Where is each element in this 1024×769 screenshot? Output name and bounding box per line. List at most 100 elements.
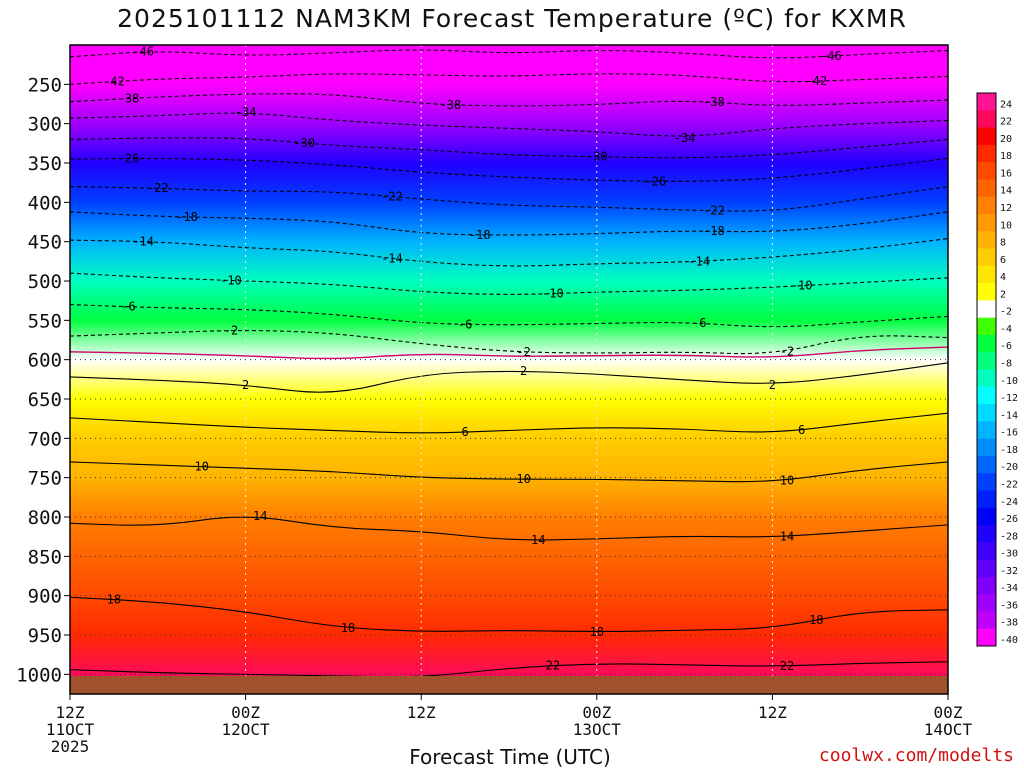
contour-line <box>70 661 948 676</box>
colorbar-swatch <box>977 421 996 440</box>
contour-label: 10 <box>516 472 530 486</box>
y-tick-label: 550 <box>28 310 62 332</box>
y-tick-label: 900 <box>28 586 62 608</box>
contour-label: -30 <box>586 150 608 164</box>
contour-label: -38 <box>440 98 462 112</box>
contour-label: -18 <box>703 224 725 238</box>
contour-label: 18 <box>590 625 604 639</box>
y-tick-label: 800 <box>28 507 62 529</box>
contour-label: 22 <box>780 659 794 673</box>
contour-line <box>70 304 948 328</box>
contour-label: -2 <box>780 345 794 359</box>
colorbar-label: -14 <box>1000 410 1018 421</box>
colorbar-label: 14 <box>1000 186 1012 197</box>
y-tick-label: 500 <box>28 271 62 293</box>
colorbar-swatch <box>977 507 996 526</box>
x-tick-label: 00Z <box>582 703 611 722</box>
colorbar-swatch <box>977 248 996 267</box>
contour-label: -42 <box>103 75 125 89</box>
contour-label: -2 <box>516 345 530 359</box>
contour-label: 6 <box>461 425 468 439</box>
y-tick-label: 1000 <box>16 664 62 686</box>
colorbar-swatch <box>977 369 996 388</box>
colorbar-label: -18 <box>1000 445 1018 456</box>
chart-title: 2025101112 NAM3KM Forecast Temperature (… <box>117 4 907 33</box>
colorbar-label: 10 <box>1000 220 1012 231</box>
colorbar-swatch <box>977 386 996 405</box>
contour-label: -18 <box>469 228 491 242</box>
colorbar-swatch <box>977 334 996 353</box>
contour-label: -10 <box>220 273 242 287</box>
colorbar-label: -10 <box>1000 376 1018 387</box>
y-tick-label: 750 <box>28 468 62 490</box>
contour-label: 18 <box>341 621 355 635</box>
colorbar-swatch <box>977 628 996 647</box>
x-tick-label: 12OCT <box>222 720 271 739</box>
colorbar-label: -12 <box>1000 393 1018 404</box>
x-tick-label: 12Z <box>407 703 436 722</box>
x-tick-label: 13OCT <box>573 720 622 739</box>
x-tick-label: 12Z <box>56 703 85 722</box>
y-tick-label: 650 <box>28 389 62 411</box>
credit-link[interactable]: coolwx.com/modelts <box>818 745 1014 766</box>
colorbar-swatch <box>977 559 996 578</box>
contour-label: 2 <box>769 378 776 392</box>
colorbar-label: -24 <box>1000 497 1018 508</box>
y-tick-label: 950 <box>28 625 62 647</box>
contour-label: -22 <box>703 204 725 218</box>
colorbar-label: -32 <box>1000 566 1018 577</box>
colorbar-label: -20 <box>1000 462 1018 473</box>
colorbar-label: 24 <box>1000 99 1012 110</box>
contour-label: 14 <box>253 509 267 523</box>
x-tick-label: 11OCT <box>46 720 95 739</box>
contour-label: -10 <box>542 287 564 301</box>
contour-line <box>70 346 948 360</box>
contour-label: -6 <box>121 300 135 314</box>
contour-label: -6 <box>458 317 472 331</box>
colorbar-label: 18 <box>1000 151 1012 162</box>
contour-line <box>70 211 948 236</box>
colorbar-label: 6 <box>1000 255 1006 266</box>
colorbar-label: -28 <box>1000 531 1018 542</box>
colorbar-label: 16 <box>1000 168 1012 179</box>
contour-label: 2 <box>520 364 527 378</box>
contour-line <box>70 237 948 267</box>
contour-label: 6 <box>798 423 805 437</box>
contour-label: 22 <box>546 659 560 673</box>
colorbar-swatch <box>977 438 996 457</box>
colorbar-label: 22 <box>1000 117 1012 128</box>
contour-label: 14 <box>780 529 794 543</box>
colorbar-swatch <box>977 473 996 491</box>
colorbar-swatch <box>977 490 996 509</box>
contour-label: -46 <box>132 45 154 59</box>
y-tick-label: 700 <box>28 428 62 450</box>
colorbar-frame <box>976 92 997 647</box>
contour-line <box>70 461 948 483</box>
colorbar-label: -4 <box>1000 324 1012 335</box>
colorbar-label: 4 <box>1000 272 1006 283</box>
contour-label: 18 <box>107 593 121 607</box>
colorbar-swatch <box>977 352 996 370</box>
contour-label: -22 <box>147 181 169 195</box>
contour-line <box>70 112 948 137</box>
x-tick-label: 00Z <box>231 703 260 722</box>
contour-label: -38 <box>703 95 725 109</box>
colorbar: 24 22 20 18 16 14 12 10 8 6 4 2 -2 -4 -6 -8 -10 -12 -14 -16… <box>976 92 1018 647</box>
contour-label: -14 <box>132 234 154 248</box>
plot-frame <box>69 44 949 695</box>
contour-labels: -46 -46-42 -42-38 -38 -38-34-34-30-30-26-26-… <box>103 45 842 673</box>
contour-label: 18 <box>809 613 823 627</box>
contour-line <box>70 186 948 212</box>
colorbar-swatch <box>977 231 996 250</box>
temperature-fill <box>70 45 948 676</box>
contour-lines <box>70 49 948 676</box>
contour-label: -34 <box>235 105 257 119</box>
contour-label: -6 <box>692 316 706 330</box>
colorbar-swatch <box>977 300 996 319</box>
y-tick-label: 300 <box>28 114 62 136</box>
colorbar-label: 12 <box>1000 203 1012 214</box>
colorbar-swatch <box>977 283 996 301</box>
x-tick-label: 12Z <box>758 703 787 722</box>
colorbar-label: 8 <box>1000 238 1006 249</box>
